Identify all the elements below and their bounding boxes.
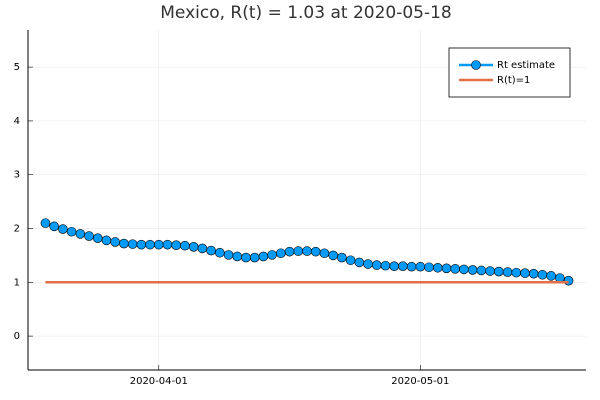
data-point <box>476 265 487 276</box>
data-point <box>345 255 356 266</box>
data-point <box>328 250 338 261</box>
data-point <box>145 239 155 250</box>
data-point <box>241 252 251 263</box>
data-point <box>485 266 495 276</box>
data-point <box>127 239 138 249</box>
x-tick-label: 2020-04-01 <box>130 376 188 387</box>
data-point <box>310 246 321 257</box>
legend-label: Rt estimate <box>497 60 555 71</box>
data-point <box>276 248 286 259</box>
data-point <box>84 231 94 241</box>
data-point <box>319 248 330 259</box>
data-point <box>406 261 417 272</box>
data-point <box>92 233 103 243</box>
data-point <box>459 264 469 275</box>
y-tick-label: 1 <box>14 277 20 288</box>
data-point <box>215 247 225 258</box>
data-point <box>354 257 365 268</box>
y-tick-label: 0 <box>14 331 20 342</box>
data-point <box>180 240 190 251</box>
data-point <box>441 263 452 274</box>
data-point <box>223 250 234 260</box>
data-point <box>162 239 173 250</box>
data-point <box>520 268 530 278</box>
data-point <box>249 252 260 263</box>
data-point <box>502 267 513 277</box>
data-point <box>380 260 391 271</box>
data-point <box>171 240 182 250</box>
legend-box <box>448 47 571 98</box>
data-point <box>40 218 51 228</box>
data-point <box>293 246 304 256</box>
data-point <box>188 242 199 252</box>
data-point <box>119 238 129 249</box>
data-point <box>302 246 312 256</box>
legend-label: R(t)=1 <box>497 75 530 86</box>
y-tick-label: 3 <box>14 170 20 181</box>
data-point <box>284 246 295 257</box>
data-point <box>537 269 548 280</box>
data-point <box>232 251 243 262</box>
data-point <box>450 264 461 274</box>
data-point <box>75 229 86 239</box>
data-point <box>528 268 539 279</box>
y-tick-label: 5 <box>14 62 20 73</box>
data-point <box>110 237 120 247</box>
data-point <box>398 261 408 271</box>
y-tick-label: 4 <box>14 116 20 127</box>
data-point <box>258 251 269 262</box>
data-point <box>363 259 373 269</box>
data-point <box>206 245 216 256</box>
data-point <box>337 252 347 263</box>
data-point <box>136 239 147 250</box>
data-point <box>49 221 59 232</box>
data-point <box>66 226 77 237</box>
data-point <box>511 267 522 278</box>
data-point <box>197 243 208 254</box>
data-point <box>58 224 68 234</box>
data-point <box>101 235 112 246</box>
data-point <box>494 266 504 277</box>
data-point <box>467 265 478 275</box>
x-tick-label: 2020-05-01 <box>391 376 449 387</box>
data-point <box>389 261 399 271</box>
data-point <box>432 262 443 273</box>
data-point <box>546 271 556 281</box>
data-point <box>415 261 426 272</box>
data-point <box>267 250 277 260</box>
data-point <box>563 275 574 286</box>
data-point <box>371 260 382 270</box>
data-point <box>153 239 164 250</box>
data-point <box>424 262 434 273</box>
y-tick-label: 2 <box>14 224 20 235</box>
legend-marker <box>471 60 481 70</box>
chart-title: Mexico, R(t) = 1.03 at 2020-05-18 <box>160 3 452 23</box>
